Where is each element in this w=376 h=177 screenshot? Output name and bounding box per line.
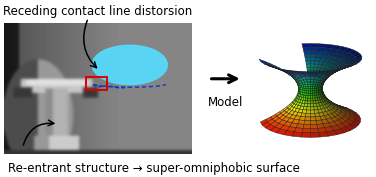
Ellipse shape (92, 45, 167, 85)
Text: Receding contact line distorsion: Receding contact line distorsion (3, 5, 193, 18)
Text: Model: Model (208, 96, 243, 109)
Text: Re-entrant structure → super-omniphobic surface: Re-entrant structure → super-omniphobic … (8, 162, 299, 175)
Bar (86, 77, 107, 90)
